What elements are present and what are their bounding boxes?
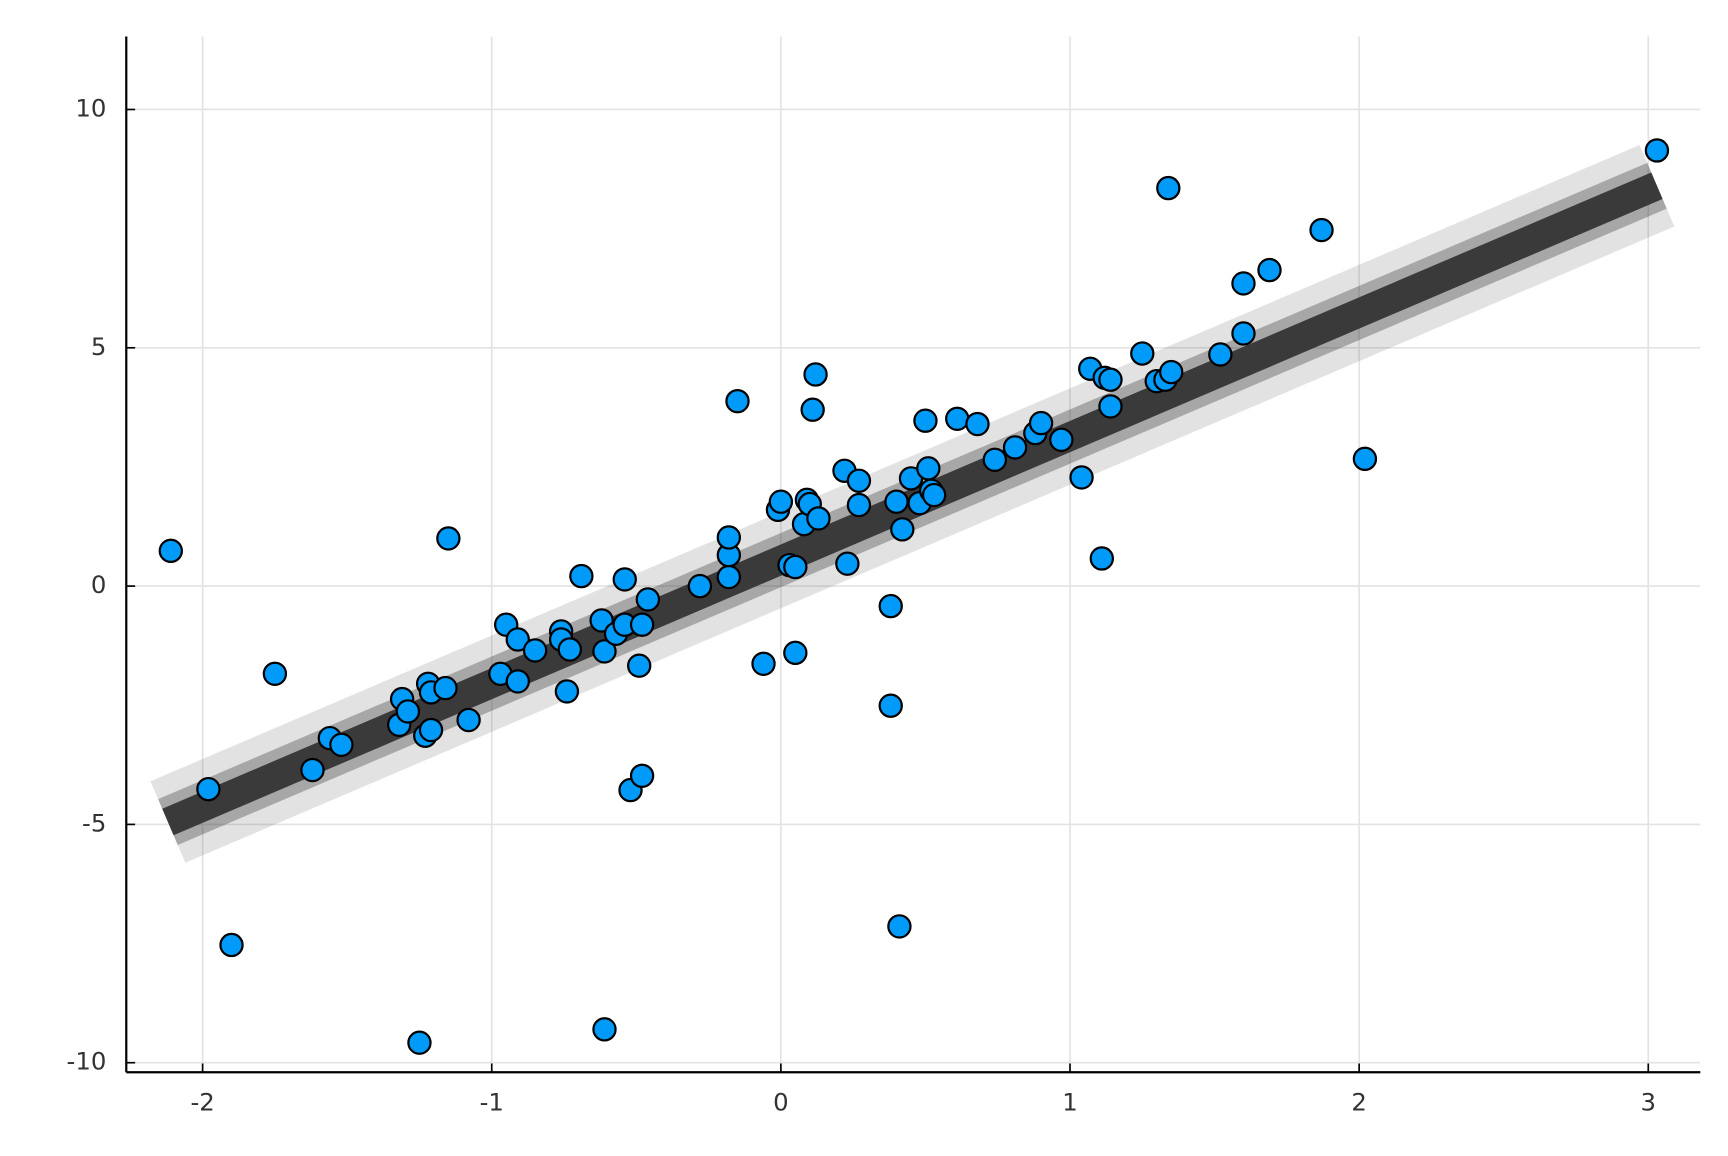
point bbox=[725, 388, 750, 414]
point bbox=[783, 640, 808, 666]
point bbox=[1002, 435, 1028, 460]
point bbox=[554, 679, 580, 704]
point bbox=[418, 717, 444, 743]
point bbox=[913, 408, 938, 433]
point bbox=[965, 411, 990, 437]
point bbox=[945, 406, 970, 431]
point bbox=[300, 757, 325, 783]
point bbox=[569, 563, 594, 589]
point bbox=[846, 468, 872, 493]
point bbox=[1089, 546, 1114, 571]
x-tick-label: 1 bbox=[1062, 1087, 1078, 1116]
point bbox=[890, 517, 915, 542]
point bbox=[505, 669, 530, 694]
point bbox=[916, 456, 941, 481]
point bbox=[505, 627, 530, 652]
point bbox=[768, 489, 794, 514]
point bbox=[1208, 342, 1233, 367]
point bbox=[196, 776, 221, 802]
point bbox=[1231, 321, 1256, 346]
point bbox=[1257, 257, 1282, 283]
point bbox=[878, 693, 903, 718]
point bbox=[800, 397, 825, 422]
point bbox=[1069, 465, 1094, 490]
point bbox=[629, 612, 655, 637]
point bbox=[716, 525, 742, 550]
point bbox=[407, 1030, 432, 1055]
point bbox=[627, 653, 652, 678]
point bbox=[629, 763, 655, 788]
point bbox=[592, 639, 617, 664]
point bbox=[557, 637, 582, 662]
point bbox=[878, 593, 903, 619]
point bbox=[1130, 341, 1155, 366]
point bbox=[887, 914, 912, 939]
y-tick-label: -5 bbox=[82, 808, 106, 837]
point bbox=[783, 554, 808, 580]
point bbox=[921, 482, 947, 508]
point bbox=[1309, 217, 1334, 243]
point bbox=[1156, 175, 1181, 201]
point bbox=[592, 1017, 617, 1042]
point bbox=[803, 362, 828, 387]
y-tick-label: -10 bbox=[67, 1047, 107, 1076]
point bbox=[1352, 446, 1378, 472]
point bbox=[456, 707, 481, 733]
point bbox=[1028, 410, 1054, 436]
x-tick-label: 3 bbox=[1641, 1087, 1657, 1116]
point bbox=[1098, 394, 1123, 419]
point bbox=[433, 675, 458, 701]
point bbox=[395, 699, 421, 724]
y-tick-label: 0 bbox=[91, 570, 107, 599]
point bbox=[522, 638, 548, 663]
point bbox=[1098, 367, 1123, 392]
point bbox=[835, 551, 860, 576]
point bbox=[1159, 359, 1184, 385]
x-tick-label: -1 bbox=[480, 1087, 504, 1116]
point bbox=[219, 932, 244, 958]
point bbox=[716, 564, 742, 590]
point bbox=[1049, 427, 1074, 452]
point bbox=[158, 538, 183, 564]
point bbox=[687, 573, 713, 599]
y-tick-label: 5 bbox=[91, 332, 107, 361]
point bbox=[1231, 271, 1256, 296]
point bbox=[846, 492, 872, 518]
point bbox=[982, 447, 1008, 472]
point bbox=[635, 587, 661, 612]
point bbox=[806, 506, 831, 531]
point bbox=[884, 489, 909, 514]
point bbox=[262, 661, 288, 686]
x-tick-label: 0 bbox=[773, 1087, 788, 1116]
point bbox=[751, 651, 776, 676]
point bbox=[436, 526, 461, 551]
point bbox=[329, 732, 354, 757]
point bbox=[612, 567, 637, 592]
y-tick-label: 10 bbox=[75, 93, 106, 122]
x-tick-label: -2 bbox=[190, 1087, 214, 1116]
point bbox=[1644, 138, 1670, 163]
x-tick-label: 2 bbox=[1351, 1087, 1367, 1116]
